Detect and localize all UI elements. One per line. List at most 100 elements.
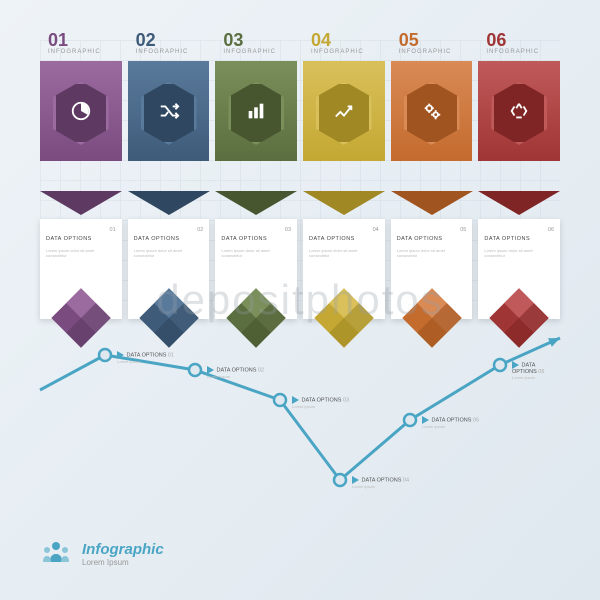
column-number: 03 — [215, 30, 297, 51]
point-label-num: 04 — [403, 477, 409, 483]
point-label-text: Lorem ipsum — [117, 359, 174, 364]
chart-point-label: DATA OPTIONS 03Lorem ipsum — [292, 396, 349, 409]
point-label-num: 05 — [473, 417, 479, 423]
chart-point — [334, 474, 346, 486]
point-label-num: 06 — [538, 369, 544, 375]
point-label-text: Lorem ipsum — [292, 404, 349, 409]
column-label: INFOGRAPHIC — [391, 49, 473, 55]
play-icon — [512, 361, 520, 369]
bars-icon — [245, 100, 267, 127]
column-label: INFOGRAPHIC — [478, 49, 560, 55]
play-icon — [422, 416, 430, 424]
panel-text: Lorem ipsum dolor sit amet consectetur — [221, 248, 291, 258]
point-label-title: DATA OPTIONS — [432, 417, 472, 423]
hexagon-badge — [316, 81, 372, 145]
panel-text: Lorem ipsum dolor sit amet consectetur — [134, 248, 204, 258]
arrow-tab — [303, 61, 385, 191]
column-label: INFOGRAPHIC — [40, 49, 122, 55]
panel-number: 05 — [460, 227, 466, 233]
column-4: 04 INFOGRAPHIC DATA OPTIONS 04 Lorem ips… — [303, 30, 385, 319]
column-3: 03 INFOGRAPHIC DATA OPTIONS 03 Lorem ips… — [215, 30, 297, 319]
play-icon — [352, 476, 360, 484]
chart-point-label: DATA OPTIONS 01Lorem ipsum — [117, 351, 174, 364]
chart-point — [189, 364, 201, 376]
column-number: 04 — [303, 30, 385, 51]
gears-icon — [421, 100, 443, 127]
column-number: 05 — [391, 30, 473, 51]
panel-text: Lorem ipsum dolor sit amet consectetur — [309, 248, 379, 258]
point-label-title: DATA OPTIONS — [362, 477, 402, 483]
panel-number: 03 — [285, 227, 291, 233]
point-label-title: DATA OPTIONS — [217, 367, 257, 373]
chart-point — [274, 394, 286, 406]
column-1: 01 INFOGRAPHIC DATA OPTIONS 01 Lorem ips… — [40, 30, 122, 319]
data-panel: DATA OPTIONS 02 Lorem ipsum dolor sit am… — [128, 219, 210, 319]
column-number: 06 — [478, 30, 560, 51]
hexagon-badge — [53, 81, 109, 145]
data-panel: DATA OPTIONS 03 Lorem ipsum dolor sit am… — [215, 219, 297, 319]
chart-point-label: DATA OPTIONS 02Lorem ipsum — [207, 366, 264, 379]
recycle-icon — [508, 100, 530, 127]
chart-point — [494, 359, 506, 371]
arrow-tab — [391, 61, 473, 191]
panel-title: DATA OPTIONS — [221, 236, 267, 242]
column-number: 01 — [40, 30, 122, 51]
chart-point — [404, 414, 416, 426]
arrow-tab — [40, 61, 122, 191]
point-label-text: Lorem ipsum — [422, 424, 479, 429]
panel-text: Lorem ipsum dolor sit amet consectetur — [397, 248, 467, 258]
infographic-columns: 01 INFOGRAPHIC DATA OPTIONS 01 Lorem ips… — [40, 30, 560, 319]
footer-subtitle: Lorem Ipsum — [82, 558, 164, 567]
shuffle-icon — [158, 100, 180, 127]
panel-number: 02 — [197, 227, 203, 233]
point-label-title: DATA OPTIONS — [302, 397, 342, 403]
arrow-tab — [215, 61, 297, 191]
hexagon-badge — [228, 81, 284, 145]
point-label-text: Lorem ipsum — [207, 374, 264, 379]
point-label-num: 02 — [258, 367, 264, 373]
pie-icon — [70, 100, 92, 127]
column-number: 02 — [128, 30, 210, 51]
panel-title: DATA OPTIONS — [134, 236, 180, 242]
column-2: 02 INFOGRAPHIC DATA OPTIONS 02 Lorem ips… — [128, 30, 210, 319]
panel-title: DATA OPTIONS — [46, 236, 92, 242]
hexagon-badge — [404, 81, 460, 145]
point-label-num: 01 — [168, 352, 174, 358]
point-label-title: DATA OPTIONS — [127, 352, 167, 358]
play-icon — [117, 351, 125, 359]
data-panel: DATA OPTIONS 01 Lorem ipsum dolor sit am… — [40, 219, 122, 319]
column-label: INFOGRAPHIC — [303, 49, 385, 55]
play-icon — [292, 396, 300, 404]
data-panel: DATA OPTIONS 06 Lorem ipsum dolor sit am… — [478, 219, 560, 319]
point-label-text: Lorem ipsum — [512, 375, 560, 380]
arrow-tab — [128, 61, 210, 191]
line-chart: DATA OPTIONS 01Lorem ipsum DATA OPTIONS … — [40, 330, 560, 500]
panel-number: 01 — [110, 227, 116, 233]
arrow-tab — [478, 61, 560, 191]
panel-title: DATA OPTIONS — [309, 236, 355, 242]
panel-text: Lorem ipsum dolor sit amet consectetur — [484, 248, 554, 258]
data-panel: DATA OPTIONS 05 Lorem ipsum dolor sit am… — [391, 219, 473, 319]
data-panel: DATA OPTIONS 04 Lorem ipsum dolor sit am… — [303, 219, 385, 319]
column-label: INFOGRAPHIC — [215, 49, 297, 55]
panel-number: 04 — [373, 227, 379, 233]
panel-title: DATA OPTIONS — [484, 236, 530, 242]
play-icon — [207, 366, 215, 374]
chart-point-label: DATA OPTIONS 04Lorem ipsum — [352, 476, 409, 489]
hexagon-badge — [141, 81, 197, 145]
people-icon — [40, 538, 72, 570]
point-label-num: 03 — [343, 397, 349, 403]
hexagon-badge — [491, 81, 547, 145]
footer: Infographic Lorem Ipsum — [40, 538, 164, 570]
footer-title: Infographic — [82, 541, 164, 558]
chart-point-label: DATA OPTIONS 05Lorem ipsum — [422, 416, 479, 429]
panel-number: 06 — [548, 227, 554, 233]
panel-text: Lorem ipsum dolor sit amet consectetur — [46, 248, 116, 258]
column-5: 05 INFOGRAPHIC DATA OPTIONS 05 Lorem ips… — [391, 30, 473, 319]
panel-title: DATA OPTIONS — [397, 236, 443, 242]
growth-icon — [333, 100, 355, 127]
point-label-text: Lorem ipsum — [352, 484, 409, 489]
chart-point — [99, 349, 111, 361]
column-label: INFOGRAPHIC — [128, 49, 210, 55]
chart-point-label: DATA OPTIONS 06Lorem ipsum — [512, 361, 560, 380]
